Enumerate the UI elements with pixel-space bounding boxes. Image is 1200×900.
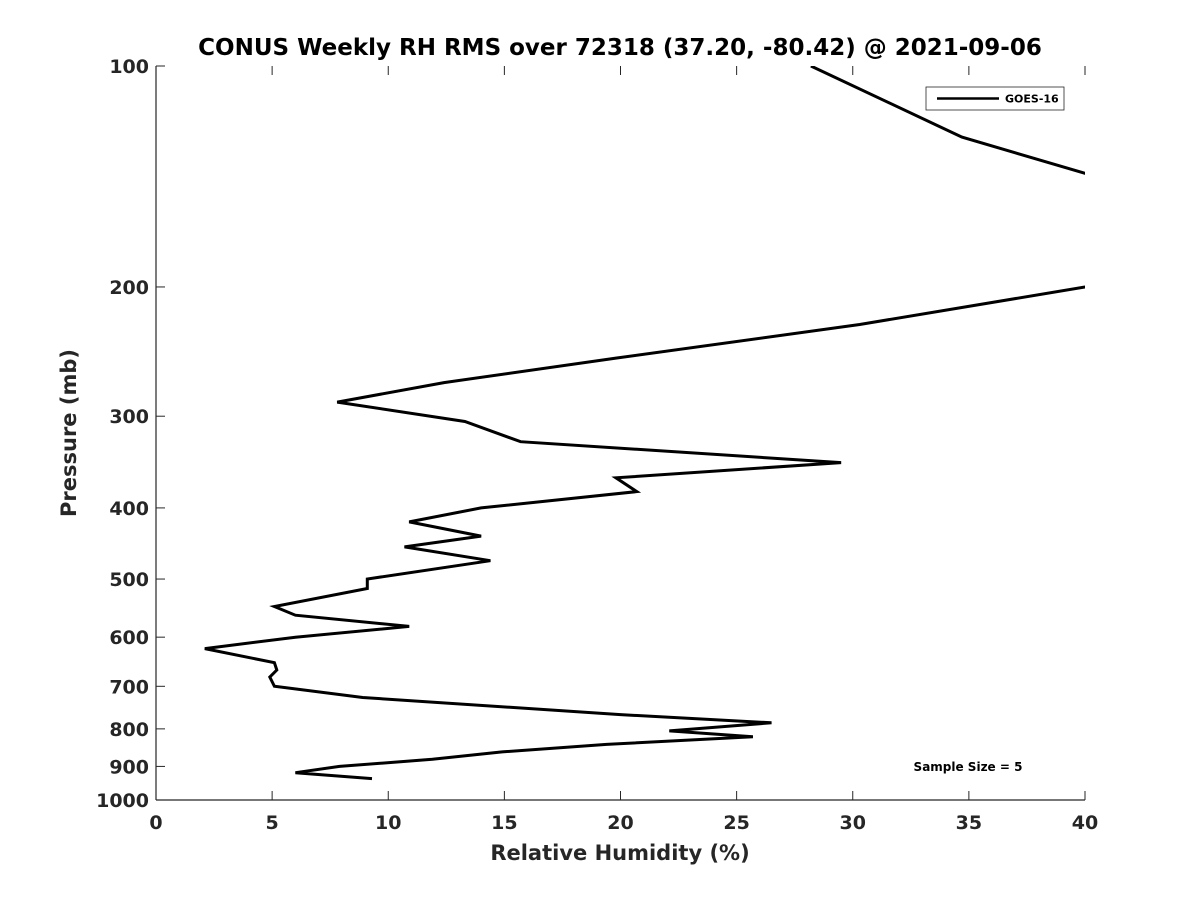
plot-area: 0 5 10 15 20 25 30 35 40 100 200 300 400 500 600 700 80… [96,56,1098,834]
y-tick-label: 1000 [96,790,149,812]
legend: GOES-16 [925,86,1065,111]
x-tick-label: 0 [149,812,162,834]
x-tick-label: 5 [266,812,279,834]
y-tick-label: 900 [109,756,149,778]
y-ticks: 100 200 300 400 500 600 700 800 900 1000 [96,56,165,812]
legend-label-goes-16: GOES-16 [1005,93,1059,106]
y-tick-label: 800 [109,719,149,741]
series-line-goes-16 [204,66,1085,781]
x-tick-label: 10 [375,812,401,834]
chart-title: CONUS Weekly RH RMS over 72318 (37.20, -… [198,35,1042,61]
x-tick-label: 20 [607,812,633,834]
x-tick-label: 40 [1072,812,1098,834]
x-tick-label: 25 [723,812,749,834]
x-tick-label: 30 [840,812,866,834]
x-tick-label: 15 [491,812,517,834]
y-tick-label: 500 [109,569,149,591]
sample-size-annotation: Sample Size = 5 [914,760,1023,774]
y-axis-label: Pressure (mb) [57,349,81,517]
series-layer [204,66,1085,781]
x-ticks: 0 5 10 15 20 25 30 35 40 [149,66,1098,834]
x-tick-label: 35 [956,812,982,834]
y-tick-label: 700 [109,676,149,698]
y-tick-label: 300 [109,406,149,428]
y-tick-label: 400 [109,498,149,520]
y-tick-label: 600 [109,627,149,649]
x-axis-label: Relative Humidity (%) [490,841,749,865]
y-tick-label: 200 [109,277,149,299]
y-tick-label: 100 [109,56,149,78]
